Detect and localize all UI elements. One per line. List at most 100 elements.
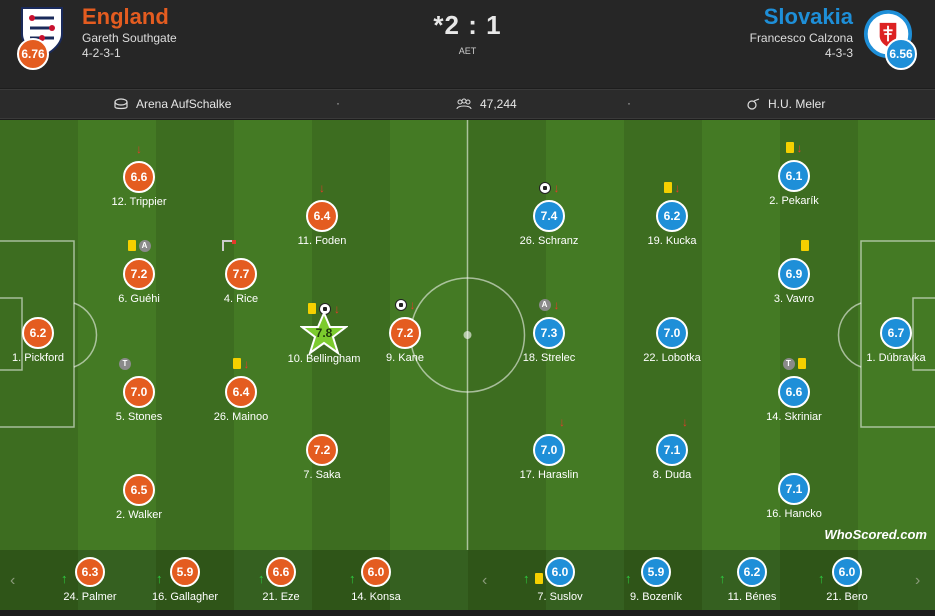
- home-coach: Gareth Southgate: [82, 31, 177, 45]
- yellow-card-icon: [232, 358, 241, 369]
- player-events: ↓: [84, 143, 194, 157]
- player-name: 14. Konsa: [351, 591, 401, 603]
- player-kucka[interactable]: ↓ 6.2 19. Kucka: [617, 182, 727, 247]
- goal-ball-icon: [394, 299, 407, 311]
- player-rating: 6.7: [880, 317, 912, 349]
- match-info-bar: Arena AufSchalke · 47,244 · H.U. Meler: [0, 89, 935, 119]
- player-rating: 7.2: [123, 258, 155, 290]
- home-formation: 4-2-3-1: [82, 46, 121, 60]
- player-duda[interactable]: ↓ 7.1 8. Duda: [617, 416, 727, 481]
- match-score: *2 : 1: [433, 10, 502, 40]
- sub-bozenik[interactable]: 5.9 9. Bozeník ↑: [601, 557, 711, 603]
- home-team-name[interactable]: England: [82, 4, 169, 29]
- player-saka[interactable]: 7.2 7. Saka: [267, 434, 377, 481]
- sub-konsa[interactable]: 6.0 14. Konsa ↑: [321, 557, 431, 603]
- player-rating: 7.1: [656, 434, 688, 466]
- yellow-card-icon: [535, 573, 543, 584]
- sub-eze[interactable]: 6.6 21. Eze ↑: [226, 557, 336, 603]
- player-name: 7. Suslov: [537, 591, 583, 603]
- chevron-left-icon[interactable]: ‹: [10, 572, 16, 589]
- sub-off-arrow-icon: ↓: [409, 298, 416, 312]
- yellow-card-icon: [308, 303, 316, 314]
- player-events: T: [84, 358, 194, 372]
- player-rating: 6.5: [123, 474, 155, 506]
- sub-off-arrow-icon: ↓: [553, 181, 560, 195]
- player-walker[interactable]: 6.5 2. Walker: [84, 474, 194, 521]
- stadium-icon: [114, 98, 128, 110]
- separator: ·: [336, 96, 340, 110]
- player-pekarik[interactable]: ↓ 6.1 2. Pekarík: [739, 142, 849, 207]
- player-name: 3. Vavro: [773, 293, 815, 305]
- player-rating: 6.0: [832, 557, 862, 587]
- sub-off-arrow-icon: ↓: [334, 302, 340, 316]
- player-rating: 5.9: [170, 557, 200, 587]
- player-bellingham[interactable]: ↓ 7.8 10. Bellingham: [269, 303, 379, 365]
- sub-benes[interactable]: 6.2 11. Bénes ↑: [697, 557, 807, 603]
- sub-off-arrow-icon: ↓: [319, 181, 325, 195]
- player-name: 22. Lobotka: [643, 352, 701, 364]
- player-name: 24. Palmer: [63, 591, 117, 603]
- player-name: 1. Dúbravka: [866, 352, 926, 364]
- yellow-card-icon: [797, 358, 806, 369]
- player-name: 18. Strelec: [522, 352, 576, 364]
- away-team-name[interactable]: Slovakia: [763, 4, 853, 29]
- sub-on-arrow-icon: ↑: [349, 571, 356, 586]
- attendance-value: 47,244: [480, 97, 517, 111]
- chevron-left-icon[interactable]: ‹: [482, 572, 488, 589]
- player-mainoo[interactable]: ↓ 6.4 26. Mainoo: [186, 358, 296, 423]
- sub-on-arrow-icon: ↑: [818, 571, 825, 586]
- player-events: ↓: [494, 416, 604, 430]
- sub-off-arrow-icon: ↓: [136, 142, 142, 156]
- player-name: 2. Pekarík: [769, 195, 819, 207]
- player-vavro[interactable]: 6.9 3. Vavro: [739, 240, 849, 305]
- sub-suslov[interactable]: 6.0 7. Suslov ↑: [505, 557, 615, 603]
- player-kane[interactable]: ↓ 7.2 9. Kane: [350, 299, 460, 364]
- sub-palmer[interactable]: 6.3 24. Palmer ↑: [35, 557, 145, 603]
- sub-off-arrow-icon: ↓: [796, 141, 803, 155]
- player-name: 5. Stones: [115, 411, 163, 423]
- player-rating: 6.6: [123, 161, 155, 193]
- player-foden[interactable]: ↓ 6.4 11. Foden: [267, 182, 377, 247]
- player-events: T: [739, 358, 849, 372]
- player-name: 9. Bozeník: [630, 591, 682, 603]
- player-strelec[interactable]: A ↓ 7.3 18. Strelec: [494, 299, 604, 364]
- player-guehi[interactable]: A 7.2 6. Guéhi: [84, 240, 194, 305]
- sub-gallagher[interactable]: 5.9 16. Gallagher ↑: [130, 557, 240, 603]
- player-rice[interactable]: 7.7 4. Rice: [186, 240, 296, 305]
- player-rating: 6.1: [778, 160, 810, 192]
- player-pickford[interactable]: 6.2 1. Pickford: [0, 317, 93, 364]
- player-name: 12. Trippier: [111, 196, 167, 208]
- player-hancko[interactable]: 7.1 16. Hancko: [739, 473, 849, 520]
- player-name: 8. Duda: [652, 469, 692, 481]
- player-stones[interactable]: T 7.0 5. Stones: [84, 358, 194, 423]
- player-rating: 6.6: [266, 557, 296, 587]
- player-name: 4. Rice: [223, 293, 259, 305]
- player-name: 14. Skriniar: [766, 411, 822, 423]
- player-schranz[interactable]: ↓ 7.4 26. Schranz: [494, 182, 604, 247]
- player-trippier[interactable]: ↓ 6.6 12. Trippier: [84, 143, 194, 208]
- player-events: ↓: [267, 182, 377, 196]
- player-lobotka[interactable]: 7.0 22. Lobotka: [617, 317, 727, 364]
- player-name: 10. Bellingham: [287, 353, 361, 365]
- player-haraslin[interactable]: ↓ 7.0 17. Haraslin: [494, 416, 604, 481]
- yellow-card-icon: [785, 142, 794, 153]
- sub-on-arrow-icon: ↑: [61, 571, 68, 586]
- pitch: ↓ 6.6 12. Trippier ↓ 6.4 11. Foden A 7.2…: [0, 120, 935, 550]
- whoscored-logo: WhoScored.com: [824, 527, 927, 542]
- player-events: ↓: [494, 182, 604, 196]
- t-badge-icon: T: [119, 358, 131, 370]
- chevron-right-icon[interactable]: ›: [915, 572, 921, 589]
- player-name: 16. Hancko: [766, 508, 822, 520]
- captain-badge-icon: A: [138, 240, 151, 252]
- player-rating: 6.4: [306, 200, 338, 232]
- venue-info: Arena AufSchalke: [114, 97, 231, 111]
- player-dubravka[interactable]: 6.7 1. Dúbravka: [841, 317, 935, 364]
- player-name: 26. Schranz: [519, 235, 579, 247]
- whistle-icon: [747, 98, 760, 110]
- away-formation: 4-3-3: [824, 46, 853, 60]
- sub-bero[interactable]: 6.0 21. Bero ↑: [792, 557, 902, 603]
- sub-on-arrow-icon: ↑: [156, 571, 163, 586]
- player-name: 9. Kane: [386, 352, 424, 364]
- player-rating: 7.0: [123, 376, 155, 408]
- player-skriniar[interactable]: T 6.6 14. Skriniar: [739, 358, 849, 423]
